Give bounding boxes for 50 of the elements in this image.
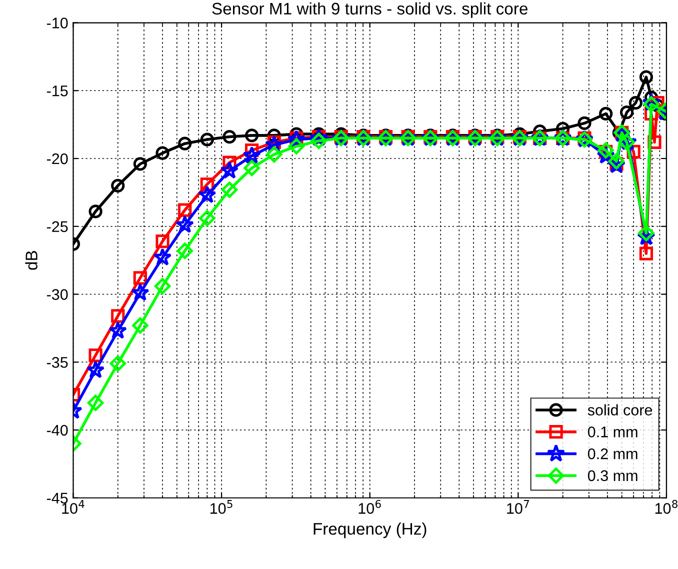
point bbox=[88, 204, 102, 218]
point bbox=[199, 210, 216, 226]
point bbox=[578, 116, 592, 130]
point bbox=[87, 394, 104, 411]
point bbox=[245, 128, 259, 142]
y-tick-label: -30 bbox=[46, 289, 68, 300]
point bbox=[198, 186, 216, 204]
legend-label: 0.3 mm bbox=[588, 470, 638, 482]
y-tick-label: -25 bbox=[46, 221, 68, 232]
point bbox=[221, 182, 238, 198]
point bbox=[178, 203, 192, 217]
y-tick-label: -10 bbox=[46, 18, 68, 28]
point bbox=[244, 160, 260, 176]
legend-label: 0.1 mm bbox=[588, 426, 638, 438]
point bbox=[133, 157, 147, 171]
point bbox=[131, 283, 150, 301]
point bbox=[156, 234, 170, 248]
point bbox=[200, 132, 214, 146]
legend-label: solid core bbox=[588, 404, 652, 416]
chart-title: Sensor M1 with 9 turns - solid vs. split core bbox=[212, 2, 528, 18]
point bbox=[176, 242, 193, 259]
x-tick-label: 10$^{8}$ bbox=[655, 500, 678, 514]
point bbox=[156, 146, 170, 160]
y-tick-label: -40 bbox=[46, 424, 68, 436]
point bbox=[242, 146, 261, 164]
y-axis-title: dB bbox=[25, 251, 38, 270]
point bbox=[310, 132, 327, 149]
x-axis-title: Frequency (Hz) bbox=[314, 522, 426, 538]
y-tick-label: -15 bbox=[46, 86, 68, 96]
point bbox=[266, 146, 282, 163]
point bbox=[110, 355, 126, 372]
point bbox=[288, 138, 305, 154]
legend-label: 0.2 mm bbox=[588, 448, 638, 460]
x-tick-label: 10$^{5}$ bbox=[210, 500, 232, 514]
point bbox=[176, 215, 194, 234]
point bbox=[178, 136, 192, 150]
x-tick-label: 10$^{7}$ bbox=[507, 500, 529, 514]
point bbox=[222, 130, 236, 144]
point bbox=[111, 309, 125, 323]
y-tick-label: -35 bbox=[46, 356, 68, 368]
point bbox=[133, 271, 147, 285]
point bbox=[154, 278, 171, 294]
point bbox=[86, 360, 105, 378]
point bbox=[111, 178, 125, 192]
point bbox=[220, 161, 239, 179]
point bbox=[153, 248, 172, 266]
point bbox=[108, 321, 128, 339]
point bbox=[132, 317, 148, 334]
x-tick-label: 10$^{6}$ bbox=[358, 500, 381, 514]
y-tick-label: -20 bbox=[46, 153, 68, 164]
